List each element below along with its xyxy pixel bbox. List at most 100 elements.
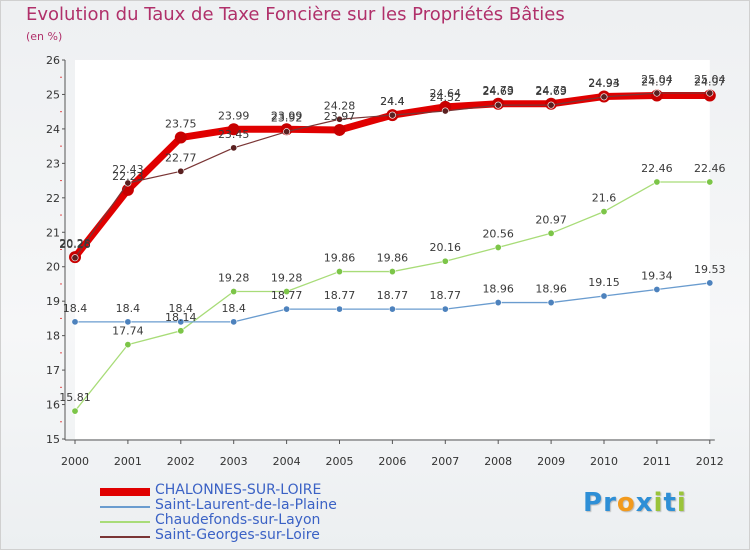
data-label: 23.99 — [271, 109, 303, 122]
unit-label: (en %) — [26, 30, 63, 43]
data-label: 24.97 — [641, 75, 673, 88]
x-tick-label: 2011 — [643, 455, 671, 468]
data-label: 18.77 — [324, 289, 356, 302]
data-point — [177, 327, 185, 335]
data-point — [706, 279, 714, 287]
data-label: 19.86 — [324, 252, 356, 265]
data-label: 15.81 — [59, 391, 91, 404]
data-point — [706, 89, 714, 97]
data-label: 19.34 — [641, 269, 673, 282]
y-tick-label: 25 — [46, 88, 60, 101]
data-point — [335, 268, 343, 276]
data-point — [653, 89, 661, 97]
data-point — [441, 107, 449, 115]
data-point — [441, 305, 449, 313]
data-label: 18.4 — [63, 302, 88, 315]
data-label: 22.43 — [112, 163, 144, 176]
data-point — [283, 305, 291, 313]
y-tick-label: 16 — [46, 399, 60, 412]
y-tick-label: 26 — [46, 54, 60, 67]
data-label: 18.96 — [482, 283, 514, 296]
data-label: 21.6 — [592, 192, 617, 205]
x-tick-label: 2005 — [326, 455, 354, 468]
data-point — [706, 178, 714, 186]
data-label: 24.64 — [430, 87, 462, 100]
data-point — [494, 243, 502, 251]
x-tick-label: 2004 — [273, 455, 301, 468]
data-point — [333, 123, 346, 136]
x-tick-label: 2010 — [590, 455, 618, 468]
data-label: 25.04 — [641, 73, 673, 86]
data-point — [71, 318, 79, 326]
data-point — [230, 288, 238, 296]
legend-label: Saint-Laurent-de-la-Plaine — [155, 497, 337, 513]
data-point — [600, 208, 608, 216]
data-label: 22.23 — [112, 170, 144, 183]
data-label: 18.77 — [430, 289, 462, 302]
logo-letter: P — [583, 488, 604, 518]
data-point — [283, 128, 291, 136]
data-point — [653, 285, 661, 293]
x-tick-label: 2001 — [114, 455, 142, 468]
plot-area — [75, 60, 710, 439]
data-point — [547, 101, 555, 109]
data-label: 20.28 — [59, 237, 91, 250]
legend-swatch — [100, 536, 150, 538]
data-label: 22.77 — [165, 151, 197, 164]
y-tick-label: 17 — [46, 364, 60, 377]
data-point — [335, 305, 343, 313]
x-tick-label: 2006 — [378, 455, 406, 468]
y-tick-label: 23 — [46, 157, 60, 170]
data-point — [388, 305, 396, 313]
data-point — [71, 254, 79, 262]
data-label: 18.14 — [165, 311, 197, 324]
y-tick-label: 24 — [46, 123, 60, 136]
proxiti-logo: Proxiti — [583, 488, 687, 518]
data-point — [230, 318, 238, 326]
x-tick-label: 2000 — [61, 455, 89, 468]
data-label: 19.86 — [377, 252, 409, 265]
data-label: 19.15 — [588, 276, 620, 289]
data-point — [547, 299, 555, 307]
data-point — [600, 292, 608, 300]
data-point — [547, 229, 555, 237]
data-point — [388, 111, 396, 119]
data-label: 23.92 — [271, 112, 303, 125]
data-label: 24.69 — [535, 85, 567, 98]
x-tick-label: 2009 — [537, 455, 565, 468]
data-point — [124, 341, 132, 349]
data-label: 18.77 — [271, 289, 303, 302]
data-point — [388, 268, 396, 276]
data-label: 24.93 — [588, 77, 620, 90]
data-label: 19.28 — [271, 272, 303, 285]
data-label: 18.4 — [221, 302, 246, 315]
data-label: 25.04 — [694, 73, 726, 86]
data-point — [600, 93, 608, 101]
data-label: 17.74 — [112, 325, 144, 338]
data-point — [335, 115, 343, 123]
x-tick-label: 2012 — [696, 455, 724, 468]
data-label: 18.4 — [169, 302, 194, 315]
data-label: 20.16 — [430, 241, 462, 254]
data-point — [441, 257, 449, 265]
data-label: 18.4 — [116, 302, 141, 315]
logo-letter: r — [603, 488, 617, 518]
data-label: 19.28 — [218, 272, 250, 285]
data-label: 20.26 — [59, 238, 91, 251]
data-point — [494, 299, 502, 307]
legend-label: Chaudefonds-sur-Layon — [155, 512, 321, 528]
legend-label: Saint-Georges-sur-Loire — [155, 527, 320, 543]
data-label: 18.77 — [377, 289, 409, 302]
data-point — [230, 144, 238, 152]
data-point — [177, 167, 185, 175]
line-chart: 15 16 17 18 19 20 21 22 23 24 25 26 2000 2001 2002 2003… — [46, 54, 726, 468]
chart-title: Evolution du Taux de Taxe Foncière sur l… — [26, 4, 565, 25]
y-tick-label: 15 — [46, 433, 60, 446]
x-tick-label: 2002 — [167, 455, 195, 468]
data-label: 23.97 — [324, 110, 356, 123]
y-tick-label: 20 — [46, 261, 60, 274]
data-label: 24.28 — [324, 99, 356, 112]
data-label: 22.46 — [641, 162, 673, 175]
data-label: 24.73 — [482, 84, 514, 97]
data-point — [124, 179, 132, 187]
